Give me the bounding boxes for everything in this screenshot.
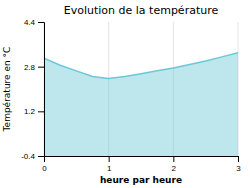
tick-label: 3 xyxy=(236,164,241,173)
tick-mark xyxy=(38,67,44,68)
axis-line xyxy=(38,23,45,157)
chart: 0 1 2 3 -0.4 1.2 2.8 4.4 Evolution de la tempéra… xyxy=(0,0,250,188)
tick-mark xyxy=(38,22,44,23)
title: Evolution de la température xyxy=(64,4,219,17)
tick-mark xyxy=(109,156,110,162)
x-axis-title: heure par heure xyxy=(100,175,182,185)
tick: 2 xyxy=(172,156,177,173)
tick-label: 0 xyxy=(42,164,47,173)
tick: 1 xyxy=(107,156,112,173)
area xyxy=(44,53,238,156)
x-axis: 0 1 2 3 xyxy=(42,156,241,173)
y-axis-title: Température en °C xyxy=(2,47,12,133)
axis-line xyxy=(45,157,239,163)
tick-label: 2.8 xyxy=(24,63,36,72)
tick: -0.4 xyxy=(21,152,44,161)
plot: 0 1 2 3 -0.4 1.2 2.8 4.4 xyxy=(21,18,241,173)
tick-mark xyxy=(173,156,174,162)
series xyxy=(44,53,238,156)
tick-label: 4.4 xyxy=(24,18,36,27)
tick-label: 2 xyxy=(172,164,177,173)
tick-label: 1 xyxy=(107,164,112,173)
y-axis: -0.4 1.2 2.8 4.4 xyxy=(21,18,44,161)
tick-mark xyxy=(238,156,239,162)
tick-mark xyxy=(38,156,44,157)
tick: 1.2 xyxy=(24,107,44,116)
tick: 2.8 xyxy=(24,63,44,72)
tick: 0 xyxy=(42,156,47,173)
tick-label: 1.2 xyxy=(24,107,36,116)
grid xyxy=(44,22,238,156)
tick: 3 xyxy=(236,156,241,173)
line xyxy=(44,53,238,79)
tick-mark xyxy=(38,111,44,112)
tick-label: -0.4 xyxy=(21,152,35,161)
tick: 4.4 xyxy=(24,18,44,27)
